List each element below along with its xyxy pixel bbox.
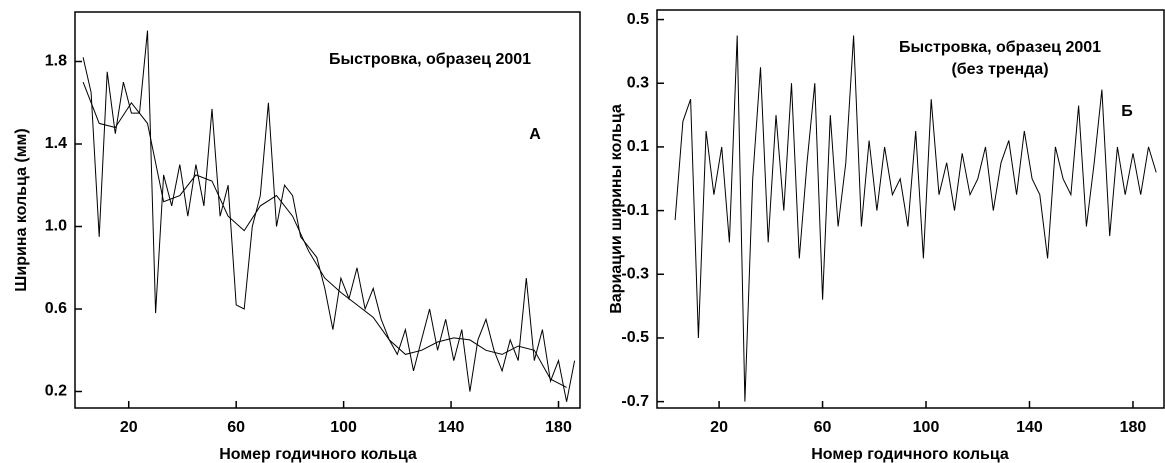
panel-label: Б xyxy=(1121,103,1133,120)
y-tick-label: 0.6 xyxy=(45,300,67,317)
x-tick-label: 20 xyxy=(120,419,138,436)
y-tick-label: 1.8 xyxy=(45,53,67,70)
y-axis-label: Ширина кольца (мм) xyxy=(13,128,30,291)
y-tick-label: 0.1 xyxy=(627,138,649,155)
data-line xyxy=(82,81,567,388)
x-tick-label: 180 xyxy=(1120,419,1147,436)
data-line xyxy=(82,30,576,402)
x-tick-label: 140 xyxy=(1016,419,1043,436)
plot-frame xyxy=(74,11,581,409)
x-tick-label: 180 xyxy=(545,419,572,436)
x-axis-label: Номер годичного кольца xyxy=(219,446,417,463)
y-tick-label: -0.7 xyxy=(621,393,649,410)
y-tick-label: -0.3 xyxy=(621,265,649,282)
x-tick-label: 20 xyxy=(710,419,728,436)
y-tick-label: -0.1 xyxy=(621,202,649,219)
data-line xyxy=(674,35,1157,402)
y-tick-label: 0.3 xyxy=(627,74,649,91)
panel-label: А xyxy=(529,126,541,143)
plot-frame xyxy=(656,9,1165,409)
x-tick-label: 60 xyxy=(227,419,245,436)
y-tick-label: 0.5 xyxy=(627,11,649,28)
y-tick-label: 1.4 xyxy=(45,135,67,152)
y-tick-label: 1.0 xyxy=(45,218,67,235)
x-tick-label: 140 xyxy=(438,419,465,436)
chart-title: Быстровка, образец 2001 xyxy=(329,51,531,68)
y-tick-label: -0.5 xyxy=(621,329,649,346)
y-axis-label: Вариации ширины кольца xyxy=(608,104,625,314)
x-tick-label: 100 xyxy=(913,419,940,436)
chart-title: Быстровка, образец 2001 xyxy=(899,39,1101,56)
x-axis-label: Номер годичного кольца xyxy=(811,446,1009,463)
y-tick-label: 0.2 xyxy=(45,383,67,400)
x-tick-label: 100 xyxy=(330,419,357,436)
x-tick-label: 60 xyxy=(814,419,832,436)
chart-subtitle: (без тренда) xyxy=(951,61,1048,78)
